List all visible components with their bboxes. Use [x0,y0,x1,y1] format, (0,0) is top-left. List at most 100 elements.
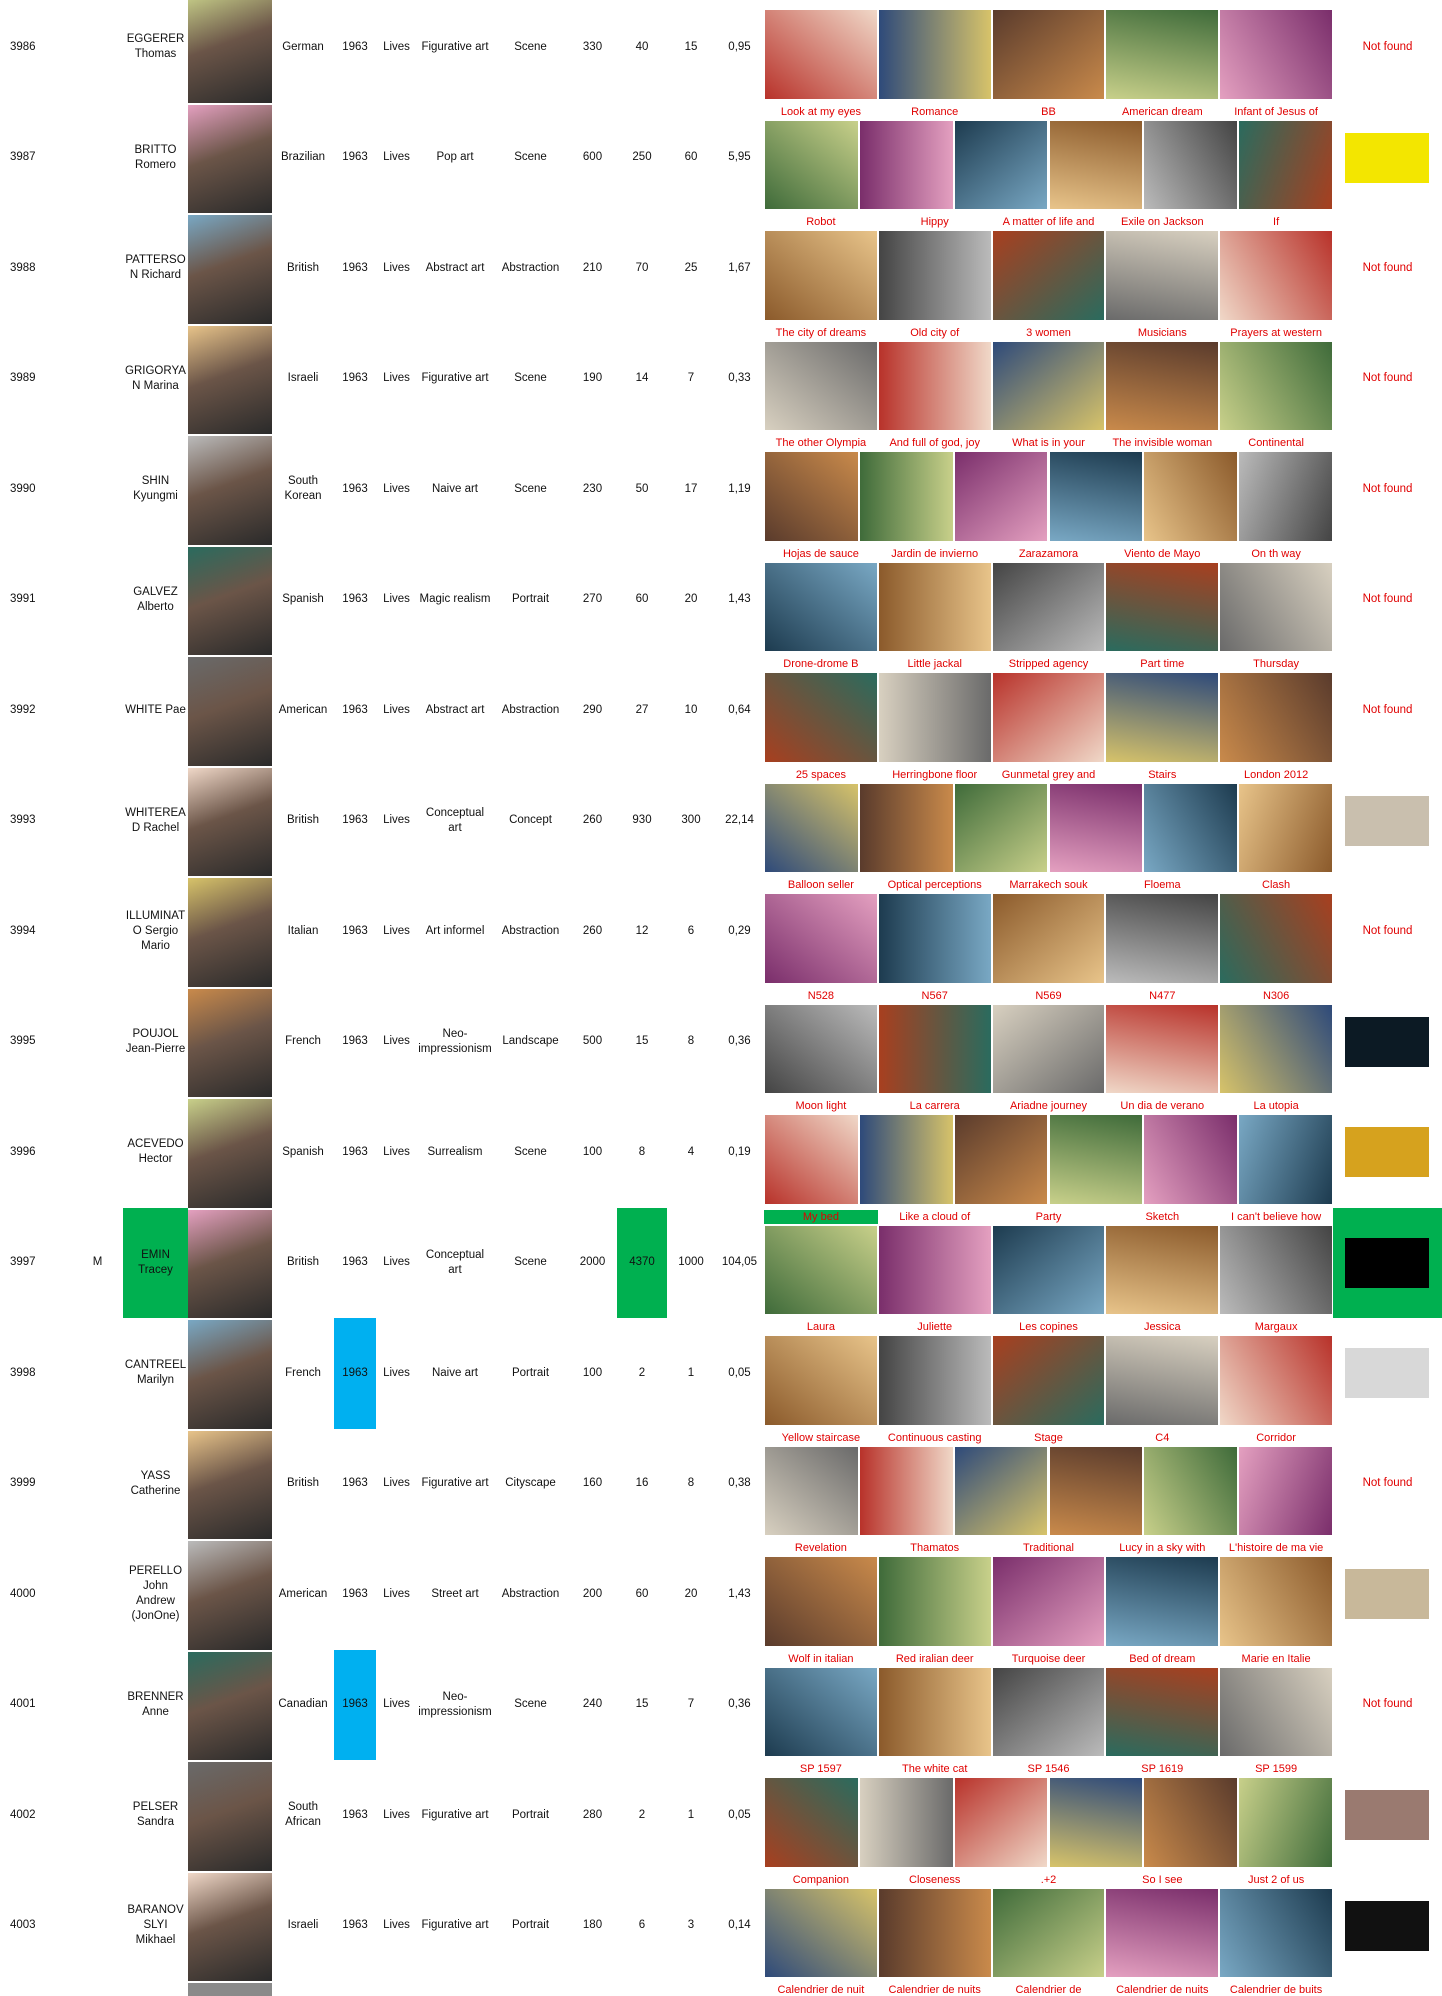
signature-image [1345,1127,1429,1177]
artist-photo [188,1209,272,1318]
artwork-image [765,783,858,872]
artwork-caption: Prayers at western [1230,326,1322,339]
status-cell: Lives [383,1035,410,1048]
nationality-cell: Italian [287,924,319,937]
artwork-image [765,1778,858,1867]
figure1-cell: 15 [635,1035,649,1048]
genre-cell: Scene [514,482,547,495]
artwork-image [992,1225,1105,1314]
figure3-cell: 1,19 [728,482,751,495]
artwork-image [1144,783,1238,872]
year-cell: 1963 [342,924,368,937]
artwork-caption: Party [1035,1210,1062,1223]
artist-photo [188,325,272,434]
artist-photo [188,1320,272,1429]
nationality-cell: French [285,1035,321,1048]
movement-cell: Figurative art [421,1477,489,1490]
year-cell: 1963 [342,261,368,274]
name-cell: WHITEREAD Rachel [125,806,186,834]
artwork-caption: Red iralian deer [895,1652,974,1665]
artwork-caption: The invisible woman [1112,437,1213,449]
figure1-cell: 930 [632,814,652,827]
artwork-caption: Just 2 of us [1247,1873,1305,1886]
year-cell: 1963 [342,1477,368,1490]
figure2-cell: 7 [687,372,695,385]
artwork-image [1144,120,1238,209]
artwork-image [765,1888,877,1977]
figure3-cell: 1,67 [728,261,751,274]
artist-photo [188,657,272,766]
artwork-caption: Juliette [917,1321,953,1333]
artwork-image [1106,1004,1219,1093]
nationality-cell: Spanish [282,593,324,606]
artist-photo [188,1872,272,1981]
artist-photo [188,0,272,103]
nationality-cell: French [285,1366,321,1379]
status-cell: Lives [383,482,410,495]
artwork-image [1106,1225,1219,1314]
artwork-image [992,894,1105,983]
genre-cell: Abstraction [501,703,560,716]
genre-cell: Scene [514,151,547,164]
movement-cell: Art informel [425,924,485,937]
artwork-image [1049,1778,1143,1867]
status-cell: Lives [383,593,410,606]
artwork-image [878,1888,991,1977]
figure1-cell: 2 [638,1366,646,1379]
artwork-image [765,894,877,983]
artwork-image [1106,341,1219,430]
artwork-image [859,783,953,872]
name-cell: SHIN Kyungmi [133,475,178,503]
artwork-caption: American dream [1121,105,1203,118]
artwork-image [1239,783,1332,872]
artwork-image [765,1336,877,1425]
artwork-image [765,1115,858,1204]
name-cell: GALVEZ Alberto [133,585,178,613]
status-cell: Lives [383,1587,410,1600]
id-cell: 4003 [10,1919,36,1932]
artwork-caption: Lucy in a sky with [1119,1542,1206,1554]
artwork-image [1220,1557,1332,1646]
artwork-caption: N528 [807,989,835,1002]
artwork-caption: Romance [911,105,959,118]
artwork-image [1220,1888,1332,1977]
signature-image [1345,1016,1429,1067]
artwork-caption: Wolf in italian [788,1652,854,1665]
figure0-cell: 210 [582,261,603,274]
figure0-cell: 500 [582,1035,603,1048]
figure3-cell: 0,33 [728,372,751,385]
figure3-cell: 0,95 [728,40,751,53]
artwork-caption: Optical perceptions [887,879,982,891]
artwork-caption: On th way [1251,547,1301,560]
artwork-image [1049,1115,1143,1204]
artwork-image [1239,452,1332,541]
status-cell: Lives [383,814,410,827]
figure2-cell: 6 [687,924,695,937]
figure1-cell: 70 [635,261,649,274]
movement-cell: Street art [431,1587,479,1600]
name-cell: PELSER Sandra [132,1801,179,1829]
artwork-image [878,1336,991,1425]
artwork-image [992,10,1105,99]
id-cell: 3986 [10,40,36,53]
artwork-image [765,120,858,209]
figure2-cell: 8 [687,1477,695,1490]
status-cell: Lives [383,1366,410,1379]
artwork-caption: The white cat [901,1763,968,1775]
figure1-cell: 6 [638,1919,646,1932]
status-cell: Lives [383,372,410,385]
status-cell: Lives [383,1145,410,1158]
artist-photo [188,1099,272,1208]
figure3-cell: 0,36 [728,1698,751,1711]
name-cell: GRIGORYAN Marina [125,364,186,392]
artwork-caption: C4 [1155,1431,1170,1444]
status-cell: Lives [383,1256,410,1269]
artwork-image [1106,673,1219,762]
figure2-cell: 10 [684,703,698,716]
name-cell: BARANOVSLYI Mikhael [127,1904,184,1947]
figure2-cell: 20 [684,593,698,606]
artwork-caption: I can't believe how [1231,1210,1322,1223]
figure3-cell: 22,14 [725,814,754,827]
artwork-caption: 25 spaces [795,768,846,781]
artwork-image [859,452,953,541]
